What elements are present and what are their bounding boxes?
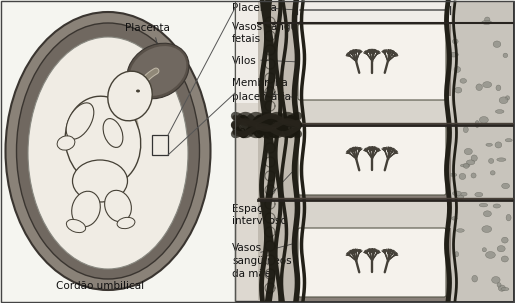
Ellipse shape xyxy=(464,126,468,133)
Ellipse shape xyxy=(459,173,466,179)
Ellipse shape xyxy=(485,17,490,22)
Ellipse shape xyxy=(505,96,510,100)
Ellipse shape xyxy=(486,251,495,258)
Ellipse shape xyxy=(490,171,495,175)
Ellipse shape xyxy=(460,164,470,167)
Ellipse shape xyxy=(483,82,492,88)
Ellipse shape xyxy=(497,158,506,161)
FancyBboxPatch shape xyxy=(298,24,446,100)
Text: Placenta: Placenta xyxy=(125,23,169,33)
Ellipse shape xyxy=(495,110,504,113)
Text: Placenta: Placenta xyxy=(232,3,277,13)
Ellipse shape xyxy=(502,237,508,243)
Ellipse shape xyxy=(461,192,467,196)
Ellipse shape xyxy=(455,252,459,257)
Ellipse shape xyxy=(495,142,502,148)
Ellipse shape xyxy=(499,97,508,104)
Ellipse shape xyxy=(28,37,188,269)
Ellipse shape xyxy=(505,138,512,142)
Ellipse shape xyxy=(464,148,472,155)
Ellipse shape xyxy=(65,96,141,186)
Ellipse shape xyxy=(492,277,500,283)
Ellipse shape xyxy=(130,46,186,96)
Ellipse shape xyxy=(117,217,135,229)
Ellipse shape xyxy=(73,160,128,202)
Ellipse shape xyxy=(482,20,492,24)
Bar xyxy=(152,135,168,155)
Ellipse shape xyxy=(489,158,494,163)
Ellipse shape xyxy=(497,283,501,287)
Text: Vasos sangüíneos
fetais: Vasos sangüíneos fetais xyxy=(232,22,325,45)
Ellipse shape xyxy=(471,155,477,161)
Ellipse shape xyxy=(501,256,508,262)
Text: Vasos
sangüíneos
da mãe: Vasos sangüíneos da mãe xyxy=(232,243,291,279)
Ellipse shape xyxy=(458,195,464,199)
Ellipse shape xyxy=(57,136,75,150)
Ellipse shape xyxy=(453,39,458,44)
Bar xyxy=(451,2,513,301)
Bar xyxy=(296,23,451,103)
Ellipse shape xyxy=(127,43,189,99)
Bar xyxy=(296,125,451,198)
Ellipse shape xyxy=(66,219,85,233)
Ellipse shape xyxy=(472,275,477,282)
Ellipse shape xyxy=(503,53,508,58)
Ellipse shape xyxy=(484,211,491,217)
Bar xyxy=(296,199,451,227)
Text: Cordão umbilical: Cordão umbilical xyxy=(56,281,144,291)
FancyBboxPatch shape xyxy=(298,126,446,195)
Ellipse shape xyxy=(467,160,475,165)
Ellipse shape xyxy=(136,89,140,92)
FancyBboxPatch shape xyxy=(298,228,446,297)
Ellipse shape xyxy=(460,78,467,83)
Ellipse shape xyxy=(103,118,123,148)
Bar xyxy=(296,228,451,301)
Ellipse shape xyxy=(450,173,457,176)
Text: Cordão umbilical: Cordão umbilical xyxy=(232,126,320,136)
Ellipse shape xyxy=(482,226,492,232)
Ellipse shape xyxy=(476,84,483,91)
Ellipse shape xyxy=(486,143,492,146)
Ellipse shape xyxy=(456,229,465,232)
Ellipse shape xyxy=(105,190,131,222)
Ellipse shape xyxy=(464,163,469,168)
Ellipse shape xyxy=(479,117,488,123)
Ellipse shape xyxy=(471,173,476,178)
Ellipse shape xyxy=(496,85,501,91)
Ellipse shape xyxy=(493,204,501,208)
Bar xyxy=(296,96,451,124)
Ellipse shape xyxy=(475,121,479,128)
Ellipse shape xyxy=(479,203,488,207)
Text: Espaço
interviloso: Espaço interviloso xyxy=(232,204,287,226)
Ellipse shape xyxy=(455,87,462,93)
Text: Vilos: Vilos xyxy=(232,56,257,66)
Ellipse shape xyxy=(493,41,501,48)
Ellipse shape xyxy=(501,288,509,291)
Ellipse shape xyxy=(506,215,511,221)
Ellipse shape xyxy=(452,217,457,220)
Ellipse shape xyxy=(16,23,199,279)
Text: Membrana
placentária: Membrana placentária xyxy=(232,78,291,102)
Bar xyxy=(235,2,513,103)
Ellipse shape xyxy=(498,285,505,291)
Ellipse shape xyxy=(475,192,483,197)
Ellipse shape xyxy=(72,191,100,227)
Ellipse shape xyxy=(453,191,461,196)
Ellipse shape xyxy=(66,103,94,139)
Ellipse shape xyxy=(454,67,460,72)
Ellipse shape xyxy=(6,12,211,290)
Ellipse shape xyxy=(449,52,458,57)
Ellipse shape xyxy=(502,183,509,188)
Bar xyxy=(235,2,513,301)
Bar xyxy=(258,2,296,301)
Ellipse shape xyxy=(108,71,152,121)
Ellipse shape xyxy=(497,245,505,252)
Ellipse shape xyxy=(482,248,487,252)
